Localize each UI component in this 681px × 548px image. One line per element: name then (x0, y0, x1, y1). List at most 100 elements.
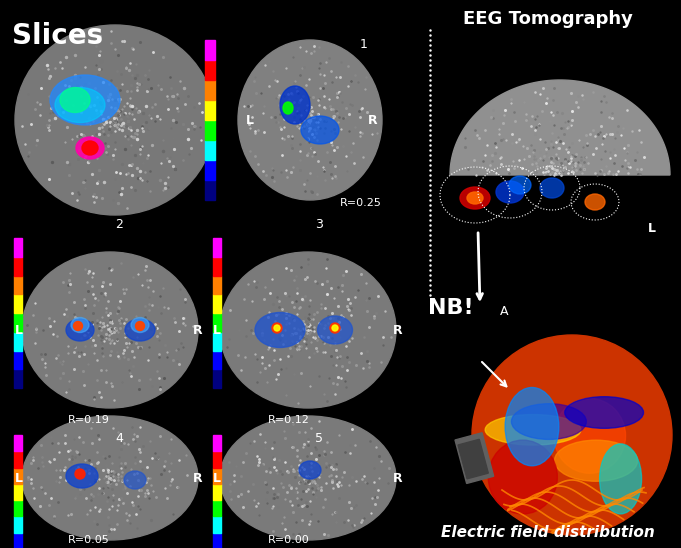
Text: Slices: Slices (12, 22, 103, 50)
Bar (14, 276, 22, 294)
Bar (455, 433, 494, 483)
Bar (205, 100, 215, 120)
Text: L: L (648, 221, 656, 235)
Ellipse shape (22, 416, 198, 540)
Text: R=0.19: R=0.19 (68, 415, 110, 425)
Text: R=0.05: R=0.05 (68, 535, 110, 545)
Ellipse shape (15, 25, 215, 215)
Text: 1: 1 (360, 38, 368, 51)
Bar (14, 369, 22, 388)
Ellipse shape (299, 461, 321, 479)
Bar (213, 484, 221, 500)
Ellipse shape (50, 75, 120, 125)
Ellipse shape (60, 88, 90, 112)
Bar (213, 500, 221, 516)
Bar (14, 435, 22, 451)
Text: 5: 5 (315, 432, 323, 445)
Text: R=0.00: R=0.00 (268, 535, 310, 545)
Text: L: L (15, 471, 23, 484)
Text: R=0.25: R=0.25 (340, 198, 382, 208)
Ellipse shape (485, 415, 581, 445)
Bar (205, 80, 215, 100)
Text: NB!: NB! (428, 298, 473, 318)
Bar (14, 500, 22, 516)
Text: R: R (368, 113, 378, 127)
Bar (14, 313, 22, 332)
Text: L: L (246, 113, 254, 127)
Text: 3: 3 (315, 218, 323, 231)
Ellipse shape (66, 464, 98, 488)
Ellipse shape (460, 187, 490, 209)
Ellipse shape (467, 192, 483, 204)
Ellipse shape (238, 40, 382, 200)
Text: R: R (393, 471, 402, 484)
Bar (213, 257, 221, 276)
Ellipse shape (554, 440, 637, 481)
Ellipse shape (66, 319, 94, 341)
Bar (205, 180, 215, 200)
Ellipse shape (332, 325, 338, 331)
Bar (14, 484, 22, 500)
Ellipse shape (55, 88, 105, 123)
Bar (213, 238, 221, 257)
Ellipse shape (330, 323, 340, 333)
Text: EEG Tomography: EEG Tomography (463, 10, 633, 28)
Ellipse shape (600, 444, 642, 514)
Text: R=0.12: R=0.12 (268, 415, 310, 425)
Bar (213, 369, 221, 388)
Ellipse shape (131, 317, 149, 333)
Ellipse shape (317, 316, 353, 344)
Text: L: L (213, 471, 221, 484)
Bar (213, 332, 221, 351)
Bar (213, 516, 221, 533)
Ellipse shape (283, 102, 293, 114)
Text: Electric field distribution: Electric field distribution (441, 525, 655, 540)
Bar (14, 351, 22, 369)
Bar (14, 516, 22, 533)
Bar (14, 332, 22, 351)
Bar (213, 276, 221, 294)
Bar (213, 435, 221, 451)
Text: 4: 4 (115, 432, 123, 445)
Bar (213, 533, 221, 548)
Bar (14, 467, 22, 484)
Circle shape (472, 335, 672, 535)
Text: R: R (193, 323, 203, 336)
Polygon shape (450, 80, 670, 175)
Ellipse shape (255, 312, 305, 347)
Bar (205, 140, 215, 160)
Ellipse shape (554, 398, 626, 473)
Ellipse shape (511, 404, 586, 439)
Bar (213, 451, 221, 467)
Bar (14, 257, 22, 276)
Ellipse shape (74, 322, 82, 330)
Text: 2: 2 (115, 218, 123, 231)
Ellipse shape (82, 141, 98, 155)
Ellipse shape (301, 116, 339, 144)
Bar (213, 351, 221, 369)
Ellipse shape (272, 323, 282, 333)
Ellipse shape (280, 86, 310, 124)
Ellipse shape (125, 319, 155, 341)
Bar (14, 294, 22, 313)
Bar (205, 60, 215, 80)
Bar (458, 439, 488, 479)
Ellipse shape (509, 176, 531, 194)
Ellipse shape (220, 416, 396, 540)
Bar (14, 238, 22, 257)
Ellipse shape (585, 194, 605, 210)
Text: L: L (15, 323, 23, 336)
Text: L: L (213, 323, 221, 336)
Ellipse shape (565, 397, 644, 429)
Text: R: R (193, 471, 203, 484)
Ellipse shape (220, 252, 396, 408)
Bar (213, 467, 221, 484)
Ellipse shape (505, 387, 559, 466)
Ellipse shape (75, 469, 85, 479)
Ellipse shape (274, 325, 280, 331)
Ellipse shape (540, 178, 564, 198)
Ellipse shape (22, 252, 198, 408)
Ellipse shape (488, 440, 557, 514)
Bar (213, 294, 221, 313)
Bar (14, 451, 22, 467)
